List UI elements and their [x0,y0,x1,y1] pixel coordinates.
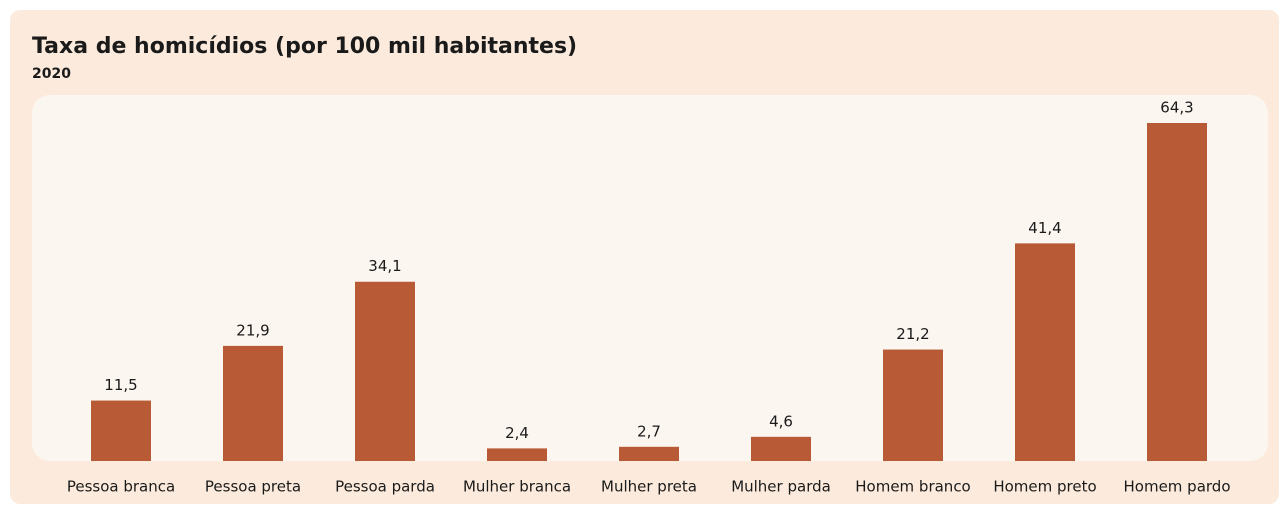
x-tick-label: Pessoa branca [67,478,175,496]
data-label: 41,4 [1028,219,1061,237]
data-label: 21,9 [236,321,269,339]
chart-subtitle: 2020 [32,66,71,82]
bar [487,448,547,461]
bar [223,345,283,461]
x-tick-label: Pessoa parda [335,478,435,496]
data-label: 21,2 [896,325,929,343]
data-label: 34,1 [368,257,401,275]
bar [91,400,151,461]
data-label: 2,7 [637,422,661,440]
x-tick-label: Homem preto [993,478,1096,496]
x-tick-label: Mulher preta [601,478,697,496]
data-label: 64,3 [1160,99,1193,117]
bar [1015,243,1075,461]
x-tick-label: Mulher parda [731,478,831,496]
bar [883,349,943,461]
x-tick-label: Homem pardo [1124,478,1231,496]
chart-title: Taxa de homicídios (por 100 mil habitant… [32,34,577,59]
bar [751,436,811,461]
x-tick-label: Mulher branca [463,478,571,496]
data-label: 4,6 [769,412,793,430]
x-tick-label: Homem branco [855,478,971,496]
plot-panel [32,95,1268,461]
bar [355,281,415,461]
x-tick-label: Pessoa preta [205,478,301,496]
data-label: 2,4 [505,424,529,442]
data-label: 11,5 [104,376,137,394]
bar [1147,123,1207,461]
bar [619,446,679,461]
